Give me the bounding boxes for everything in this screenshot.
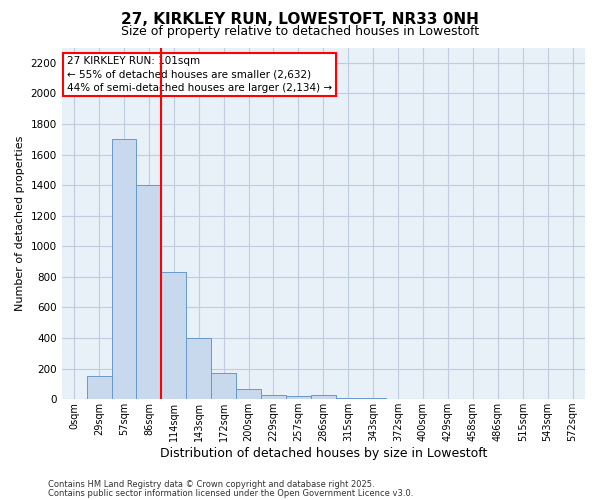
X-axis label: Distribution of detached houses by size in Lowestoft: Distribution of detached houses by size …: [160, 447, 487, 460]
Text: Size of property relative to detached houses in Lowestoft: Size of property relative to detached ho…: [121, 25, 479, 38]
Bar: [361, 398, 386, 399]
Bar: [112, 139, 136, 399]
Bar: [136, 185, 161, 399]
Bar: [236, 389, 261, 399]
Text: 27, KIRKLEY RUN, LOWESTOFT, NR33 0NH: 27, KIRKLEY RUN, LOWESTOFT, NR33 0NH: [121, 12, 479, 28]
Text: Contains public sector information licensed under the Open Government Licence v3: Contains public sector information licen…: [48, 488, 413, 498]
Bar: [86, 376, 112, 399]
Bar: [186, 338, 211, 399]
Text: Contains HM Land Registry data © Crown copyright and database right 2025.: Contains HM Land Registry data © Crown c…: [48, 480, 374, 489]
Y-axis label: Number of detached properties: Number of detached properties: [15, 136, 25, 311]
Bar: [211, 373, 236, 399]
Text: 27 KIRKLEY RUN: 101sqm
← 55% of detached houses are smaller (2,632)
44% of semi-: 27 KIRKLEY RUN: 101sqm ← 55% of detached…: [67, 56, 332, 92]
Bar: [286, 396, 311, 399]
Bar: [336, 398, 361, 399]
Bar: [161, 272, 186, 399]
Bar: [261, 394, 286, 399]
Bar: [311, 396, 336, 399]
